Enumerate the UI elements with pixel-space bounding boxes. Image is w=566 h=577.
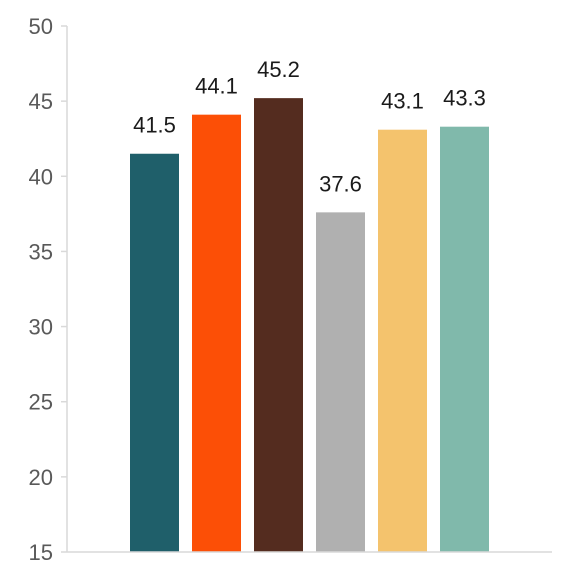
data-labels-group: 41.5 44.1 45.2 37.6 43.1 43.3: [133, 57, 486, 196]
bar-value-label: 44.1: [195, 74, 238, 99]
bar: [254, 98, 303, 552]
bar: [192, 114, 241, 552]
bar-value-label: 43.1: [381, 89, 424, 114]
bar: [378, 129, 427, 552]
bars-group: [130, 98, 489, 552]
y-tick-label: 25: [29, 390, 53, 415]
bar: [316, 212, 365, 552]
bar-value-label: 45.2: [257, 57, 300, 82]
y-axis: 15 20 25 30 35 40 45 50: [29, 14, 68, 565]
y-tick-label: 50: [29, 14, 53, 39]
bar-value-label: 37.6: [319, 171, 362, 196]
bar-value-label: 41.5: [133, 113, 176, 138]
y-tick-label: 35: [29, 239, 53, 264]
y-tick-label: 15: [29, 540, 53, 565]
bar: [130, 153, 179, 552]
y-tick-label: 30: [29, 315, 53, 340]
y-tick-label: 45: [29, 89, 53, 114]
bar-value-label: 43.3: [443, 86, 486, 111]
y-tick-label: 40: [29, 164, 53, 189]
y-tick-label: 20: [29, 465, 53, 490]
bar: [440, 126, 489, 552]
